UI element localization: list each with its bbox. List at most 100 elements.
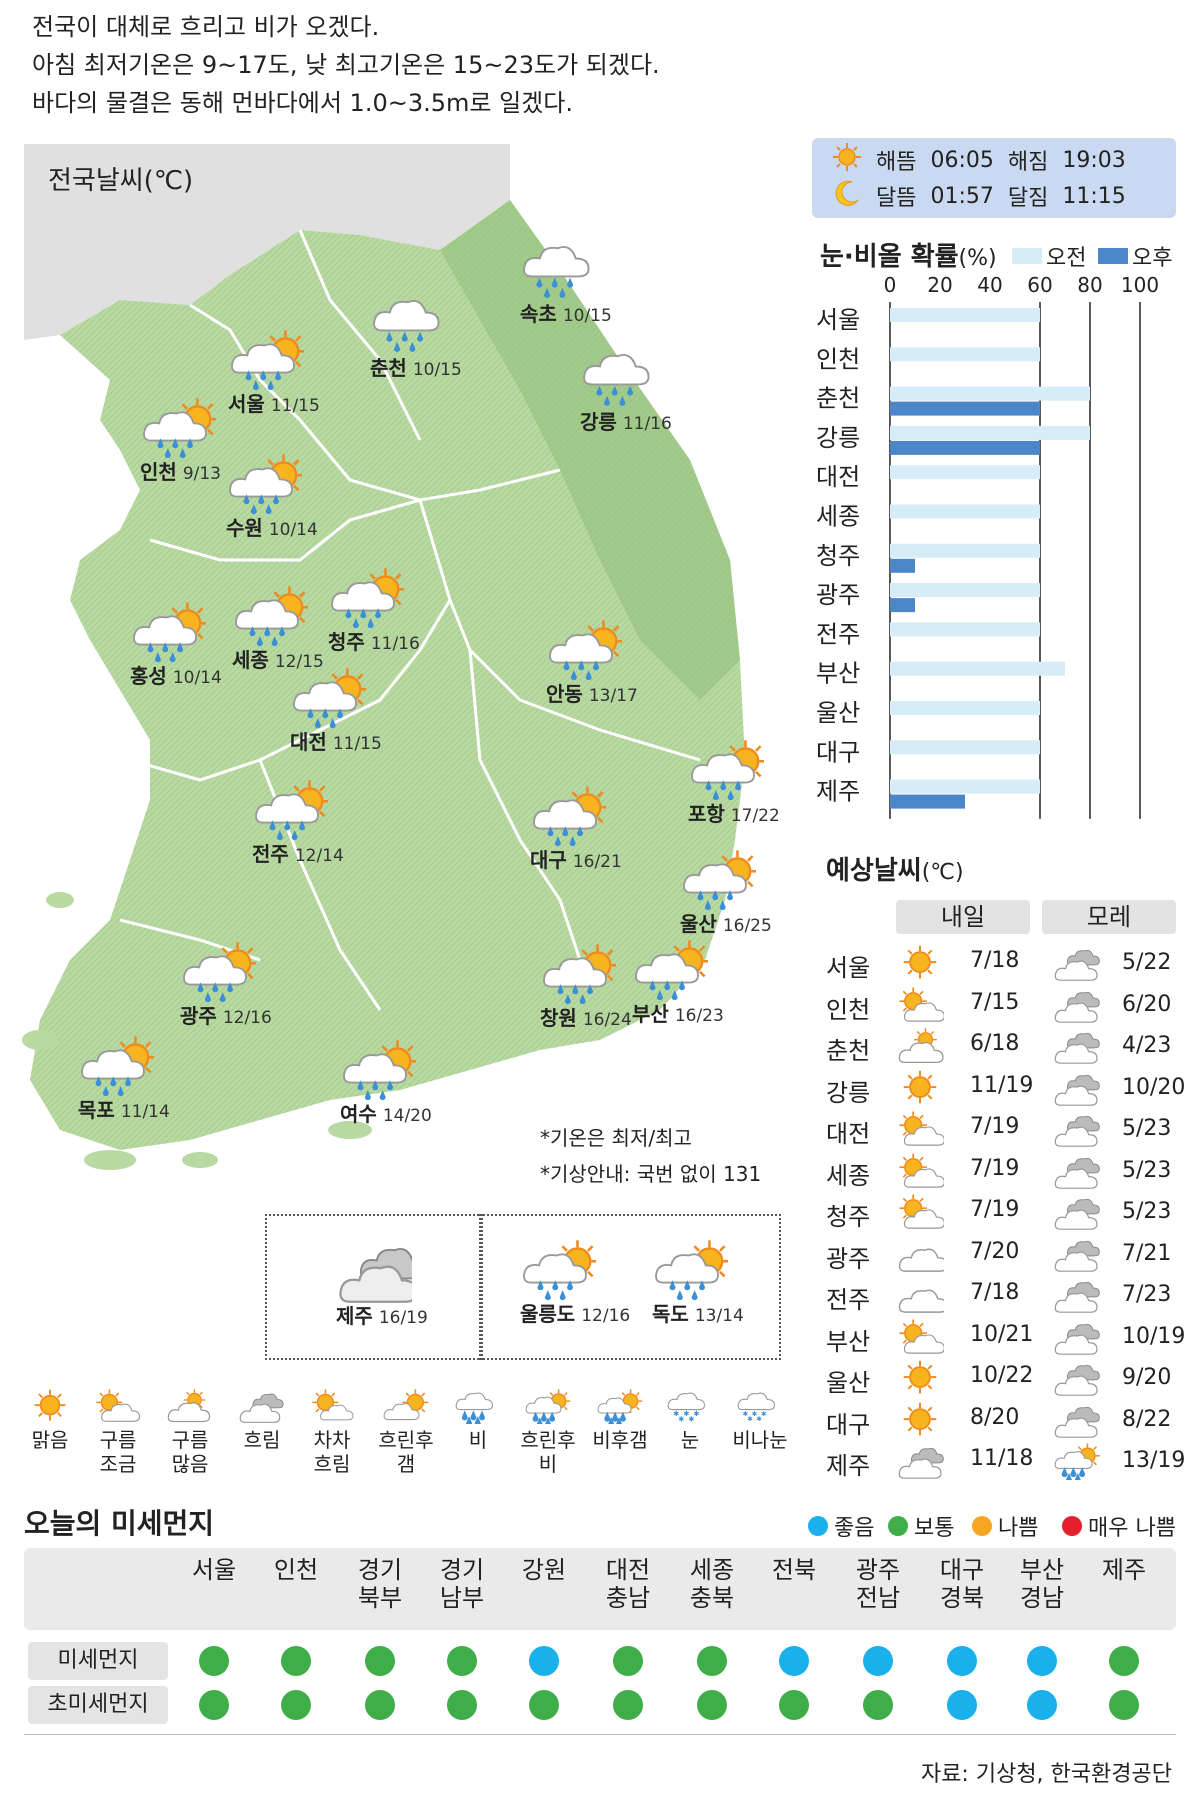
dust-region: 서울 bbox=[191, 1556, 237, 1584]
rain-after-cloudy-icon bbox=[228, 328, 318, 398]
rain-after-cloudy-icon bbox=[655, 1240, 731, 1301]
city-temp: 10/14 bbox=[172, 668, 222, 688]
city-marker: 울산 16/25 bbox=[680, 848, 800, 958]
rain-after-cloudy-icon bbox=[652, 1238, 742, 1308]
city-marker: 청주 11/16 bbox=[328, 566, 448, 676]
rain-after-cloudy-icon bbox=[691, 740, 767, 801]
category-label: 인천 bbox=[816, 345, 860, 373]
svg-text:✱: ✱ bbox=[747, 1415, 752, 1423]
legend-item: 흐린후 갬 bbox=[370, 1388, 442, 1476]
category-label: 대구 bbox=[816, 738, 860, 766]
summary-text: 전국이 대체로 흐리고 비가 오겠다. 아침 최저기온은 9~17도, 낮 최고… bbox=[32, 8, 660, 122]
cloudy-icon bbox=[898, 1447, 944, 1479]
legend-item: 구름 많음 bbox=[154, 1388, 226, 1476]
cloudy-icon bbox=[1054, 991, 1100, 1023]
rain-after-cloudy-icon bbox=[235, 586, 311, 647]
city-label: 대구 16/21 bbox=[530, 844, 622, 873]
dust-region: 전북 bbox=[771, 1556, 817, 1584]
dust-level-dot bbox=[199, 1646, 229, 1676]
city-name: 대전 bbox=[290, 730, 327, 754]
city-label: 독도 13/14 bbox=[652, 1298, 744, 1327]
dust-level-dot bbox=[947, 1646, 977, 1676]
svg-text:✱: ✱ bbox=[693, 1409, 699, 1418]
category-label: 대전 bbox=[816, 463, 860, 491]
dust-level-dot bbox=[1027, 1646, 1057, 1676]
cloudy-icon bbox=[1054, 1364, 1100, 1396]
dust-level-dot bbox=[529, 1646, 559, 1676]
partly-cloudy-icon bbox=[899, 1319, 945, 1354]
forecast-temp-tomorrow: 7/20 bbox=[970, 1238, 1020, 1264]
precip-title: 눈·비올 확률(%) bbox=[820, 236, 997, 273]
bar-am bbox=[890, 583, 1040, 598]
bar-am bbox=[890, 543, 1040, 558]
legend-item: ✱ ✱ ✱ ✱ ✱ 비나눈 bbox=[724, 1388, 796, 1452]
partly-cloudy-icon bbox=[899, 1153, 945, 1188]
city-temp: 16/21 bbox=[572, 852, 622, 872]
legend-label: 눈 bbox=[680, 1428, 700, 1452]
tick-label: 20 bbox=[927, 273, 952, 297]
snow-icon: ✱✱✱✱✱ bbox=[654, 1388, 726, 1424]
dust-legend-item: 좋음 bbox=[808, 1510, 874, 1542]
category-label: 전주 bbox=[816, 620, 860, 648]
cloudy-icon bbox=[1052, 1069, 1112, 1109]
city-temp: 13/17 bbox=[588, 686, 638, 706]
sunny-icon bbox=[896, 1069, 956, 1109]
dust-legend-label: 나쁨 bbox=[998, 1516, 1039, 1541]
city-name: 제주 bbox=[336, 1304, 373, 1328]
city-label: 울산 16/25 bbox=[680, 908, 772, 937]
forecast-temp-dayafter: 6/20 bbox=[1122, 991, 1172, 1017]
mostly-cloudy-icon bbox=[896, 1027, 956, 1067]
rain-after-cloudy-icon bbox=[232, 584, 322, 654]
bar-am bbox=[890, 661, 1065, 676]
bar-pm bbox=[890, 401, 1040, 416]
city-name: 울산 bbox=[680, 912, 717, 936]
forecast-temp-tomorrow: 7/19 bbox=[970, 1155, 1020, 1181]
summary-line: 바다의 물결은 동해 먼바다에서 1.0~3.5m로 일겠다. bbox=[32, 89, 573, 117]
forecast-city: 서울 bbox=[826, 954, 871, 982]
mostly-cloudy-icon bbox=[154, 1388, 226, 1424]
city-label: 대전 11/15 bbox=[290, 726, 382, 755]
city-marker: 대구 16/21 bbox=[530, 784, 650, 894]
city-temp: 9/13 bbox=[182, 464, 221, 484]
rain-icon bbox=[583, 354, 650, 406]
rain-after-cloudy-icon bbox=[231, 330, 307, 391]
city-marker: 춘천 10/15 bbox=[370, 292, 490, 402]
cloudy-icon bbox=[1054, 1074, 1100, 1106]
forecast-city: 청주 bbox=[826, 1203, 871, 1231]
forecast-city: 전주 bbox=[826, 1286, 871, 1314]
city-temp: 11/15 bbox=[332, 734, 382, 754]
city-name: 여수 bbox=[340, 1102, 377, 1126]
forecast-city: 강릉 bbox=[826, 1078, 871, 1107]
clearing-icon bbox=[383, 1389, 429, 1421]
forecast-temp-dayafter: 10/19 bbox=[1122, 1323, 1186, 1349]
cloudy-icon bbox=[1052, 1276, 1112, 1316]
city-label: 울릉도 12/16 bbox=[520, 1298, 630, 1327]
city-label: 춘천 10/15 bbox=[370, 352, 462, 381]
summary-line: 전국이 대체로 흐리고 비가 오겠다. bbox=[32, 13, 380, 41]
cloudy-icon bbox=[1052, 986, 1112, 1026]
city-name: 세종 bbox=[232, 648, 269, 672]
legend-label: 차차 흐림 bbox=[313, 1428, 351, 1476]
city-name: 부산 bbox=[632, 1002, 669, 1026]
tick-label: 40 bbox=[977, 273, 1002, 297]
dust-level-dot bbox=[1109, 1646, 1139, 1676]
overcast-white-icon bbox=[896, 1276, 956, 1316]
tick-label: 0 bbox=[884, 273, 897, 297]
city-label: 세종 12/15 bbox=[232, 644, 324, 673]
city-name: 울릉도 bbox=[520, 1302, 576, 1326]
bar-am bbox=[890, 308, 1040, 322]
city-marker: 서울 11/15 bbox=[228, 328, 348, 438]
clearing-icon bbox=[370, 1388, 442, 1424]
rain-after-cloudy-icon bbox=[688, 738, 778, 808]
svg-text:✱: ✱ bbox=[673, 1409, 679, 1418]
city-name: 서울 bbox=[228, 392, 265, 416]
tick-label: 100 bbox=[1121, 273, 1159, 297]
rain-after-cloudy-icon bbox=[143, 398, 219, 459]
city-marker: 전주 12/14 bbox=[252, 778, 372, 888]
city-temp: 16/19 bbox=[378, 1308, 428, 1328]
moonset-label: 달짐 bbox=[1007, 186, 1049, 211]
city-marker: 인천 9/13 bbox=[140, 396, 260, 506]
bar-am bbox=[890, 425, 1090, 440]
bar-am bbox=[890, 465, 1040, 480]
city-label: 속초 10/15 bbox=[520, 298, 612, 327]
